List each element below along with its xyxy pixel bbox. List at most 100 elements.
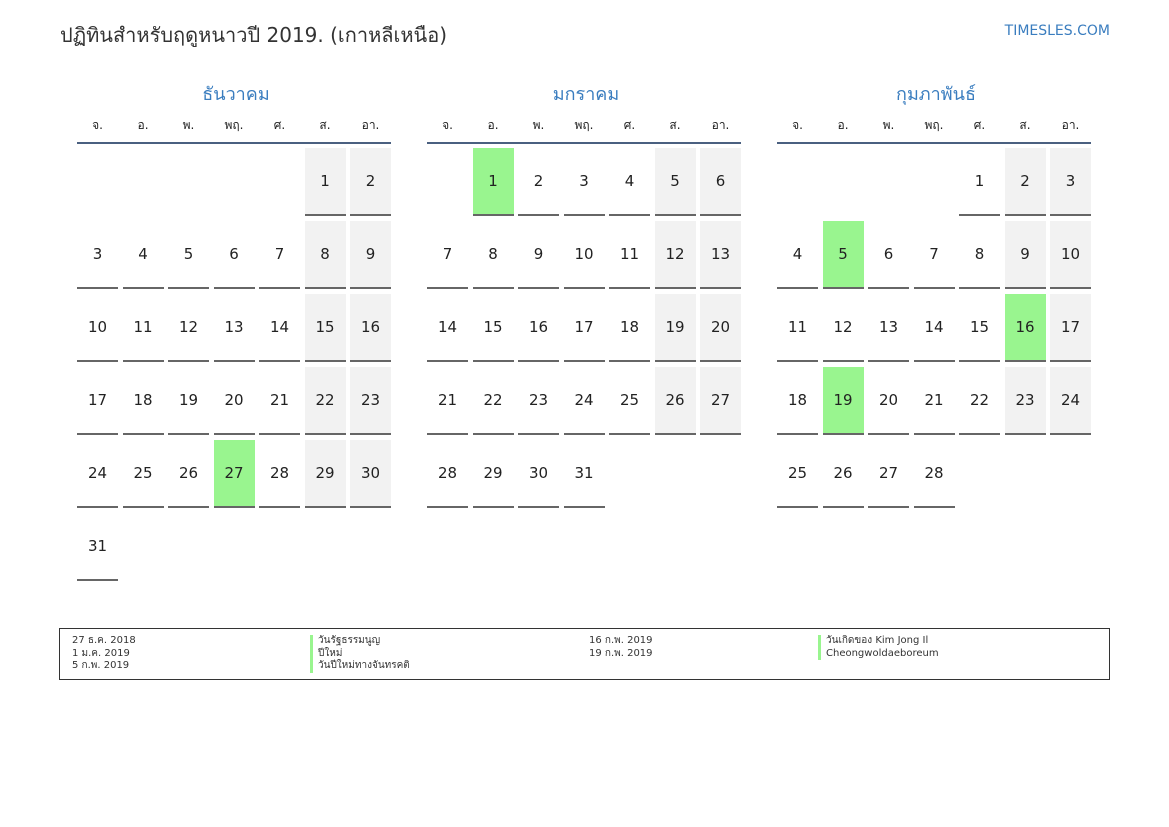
day-cell: 28 [913, 440, 955, 508]
weekday-label: พ. [182, 118, 195, 132]
legend-dates-left: 27 ธ.ค. 2018 1 ม.ค. 2019 5 ก.พ. 2019 [72, 635, 136, 673]
day-cell: 3 [563, 148, 605, 216]
day-cell: 14 [259, 294, 300, 362]
weekday-header: จ. อ. พ. พฤ. ศ. ส. อา. [777, 108, 1091, 144]
day-cell: 17 [1050, 294, 1091, 362]
day-cell: 10 [1050, 221, 1091, 289]
day-cell: 7 [427, 221, 468, 289]
day-cell: 21 [427, 367, 468, 435]
day-cell: 21 [259, 367, 300, 435]
empty-cell [259, 148, 300, 216]
day-cell: 11 [609, 221, 650, 289]
legend-names-right: วันเกิดของ Kim Jong Il Cheongwoldaeboreu… [818, 635, 939, 660]
day-cell: 12 [822, 294, 864, 362]
day-cell: 17 [563, 294, 605, 362]
day-cell: 10 [77, 294, 118, 362]
weekday-label: พฤ. [224, 118, 244, 132]
day-grid: 1 2 3 4 5 6 7 8 9 10 11 12 13 14 15 16 17 18 19 20 21 22 23 24 2… [77, 148, 391, 581]
day-cell: 7 [913, 221, 955, 289]
day-cell: 26 [822, 440, 864, 508]
legend-holiday-name: ปีใหม่ [310, 647, 410, 660]
empty-cell [914, 148, 955, 216]
holiday-day-cell: 27 [213, 440, 255, 508]
month-calendar: ธันวาคม จ. อ. พ. พฤ. ศ. ส. อา. 1 2 3 4 5 6 7 8 9 10 11 12 13… [77, 82, 395, 581]
day-cell: 22 [304, 367, 346, 435]
month-calendar: กุมภาพันธ์ จ. อ. พ. พฤ. ศ. ส. อา. 1 2 3 4 5 6 7 8 9 10 11 1… [777, 82, 1095, 508]
empty-cell [777, 148, 818, 216]
day-cell: 16 [518, 294, 559, 362]
legend-date: 27 ธ.ค. 2018 [72, 635, 136, 646]
day-cell: 18 [609, 294, 650, 362]
day-cell: 2 [518, 148, 559, 216]
day-cell: 6 [868, 221, 909, 289]
empty-cell [214, 148, 255, 216]
empty-cell [168, 148, 209, 216]
legend-holiday-name: วันปีใหม่ทางจันทรคติ [310, 660, 410, 673]
weekday-header: จ. อ. พ. พฤ. ศ. ส. อา. [77, 108, 391, 144]
weekday-label: พ. [882, 118, 895, 132]
day-cell: 8 [959, 221, 1000, 289]
day-cell: 9 [350, 221, 391, 289]
weekday-label: ส. [1019, 118, 1031, 132]
day-cell: 21 [913, 367, 955, 435]
day-cell: 17 [77, 367, 118, 435]
weekday-label: ศ. [623, 118, 636, 132]
day-cell: 19 [654, 294, 696, 362]
weekday-label: อา. [711, 118, 730, 132]
day-cell: 22 [959, 367, 1000, 435]
day-cell: 5 [168, 221, 209, 289]
day-cell: 24 [77, 440, 118, 508]
day-cell: 27 [700, 367, 741, 435]
day-cell: 4 [609, 148, 650, 216]
page-title: ปฏิทินสำหรับฤดูหนาวปี 2019. (เกาหลีเหนือ… [60, 23, 448, 47]
day-cell: 13 [700, 221, 741, 289]
month-title: กุมภาพันธ์ [896, 84, 976, 105]
day-cell: 23 [350, 367, 391, 435]
day-cell: 6 [700, 148, 741, 216]
day-cell: 8 [472, 221, 514, 289]
day-cell: 12 [168, 294, 209, 362]
day-cell: 28 [259, 440, 300, 508]
day-cell: 1 [304, 148, 346, 216]
day-cell: 24 [563, 367, 605, 435]
weekday-label: อ. [837, 118, 849, 132]
day-cell: 7 [259, 221, 300, 289]
day-cell: 14 [427, 294, 468, 362]
day-cell: 25 [122, 440, 164, 508]
site-link[interactable]: TIMESLES.COM [1004, 23, 1110, 39]
weekday-label: อ. [487, 118, 499, 132]
day-cell: 11 [777, 294, 818, 362]
day-cell: 29 [304, 440, 346, 508]
holiday-day-cell: 1 [472, 148, 514, 216]
day-cell: 30 [518, 440, 559, 508]
day-cell: 5 [654, 148, 696, 216]
day-cell: 31 [77, 513, 118, 581]
day-cell: 23 [518, 367, 559, 435]
day-cell: 15 [304, 294, 346, 362]
weekday-label: อา. [1061, 118, 1080, 132]
day-cell: 8 [304, 221, 346, 289]
day-cell: 28 [427, 440, 468, 508]
day-cell: 27 [868, 440, 909, 508]
day-cell: 24 [1050, 367, 1091, 435]
day-cell: 22 [472, 367, 514, 435]
weekday-label: ส. [319, 118, 331, 132]
day-cell: 20 [868, 367, 909, 435]
day-cell: 4 [777, 221, 818, 289]
day-cell: 9 [518, 221, 559, 289]
legend-holiday-name: Cheongwoldaeboreum [818, 647, 939, 660]
day-cell: 3 [1050, 148, 1091, 216]
day-grid: 1 2 3 4 5 6 7 8 9 10 11 12 13 14 15 16 17 18 19 20 21 22 23 24 2… [427, 148, 741, 508]
day-cell: 1 [959, 148, 1000, 216]
legend-date: 16 ก.พ. 2019 [589, 635, 653, 646]
weekday-label: จ. [792, 118, 803, 132]
weekday-label: ศ. [973, 118, 986, 132]
day-cell: 13 [213, 294, 255, 362]
weekday-label: พฤ. [924, 118, 944, 132]
day-cell: 13 [868, 294, 909, 362]
day-cell: 6 [213, 221, 255, 289]
day-cell: 15 [472, 294, 514, 362]
day-cell: 26 [168, 440, 209, 508]
weekday-label: ส. [669, 118, 681, 132]
day-cell: 20 [700, 294, 741, 362]
